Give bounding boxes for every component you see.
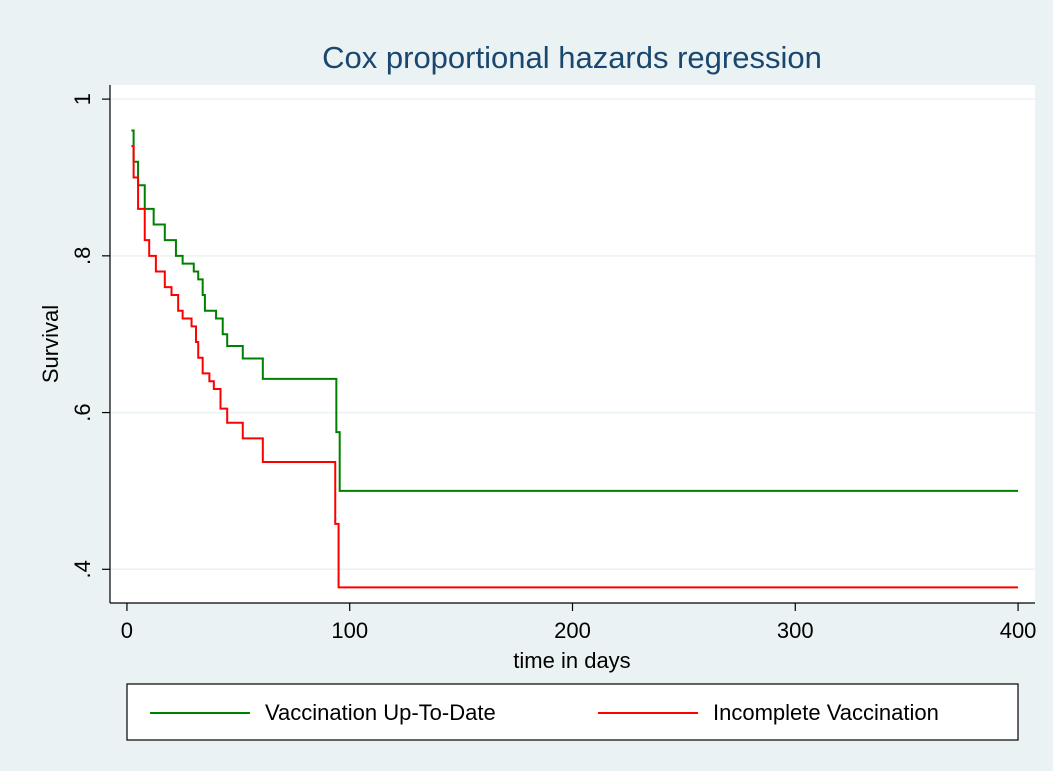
y-axis-label: Survival bbox=[38, 305, 63, 383]
plot-area bbox=[110, 85, 1035, 603]
legend-label: Incomplete Vaccination bbox=[713, 700, 939, 725]
series-line bbox=[131, 129, 1019, 492]
legend-label: Vaccination Up-To-Date bbox=[265, 700, 496, 725]
x-tick-label: 400 bbox=[1000, 618, 1037, 643]
x-tick-label: 0 bbox=[121, 618, 133, 643]
y-tick-label: .8 bbox=[70, 247, 95, 265]
x-tick-label: 200 bbox=[554, 618, 591, 643]
y-tick-label: .6 bbox=[70, 403, 95, 421]
y-tick-label: 1 bbox=[70, 93, 95, 105]
y-tick-label: .4 bbox=[70, 560, 95, 578]
x-tick-label: 300 bbox=[777, 618, 814, 643]
x-axis-label: time in days bbox=[513, 648, 630, 673]
legend bbox=[126, 683, 1019, 741]
chart-title: Cox proportional hazards regression bbox=[322, 40, 822, 75]
series-line bbox=[131, 145, 1019, 589]
x-tick-label: 100 bbox=[331, 618, 368, 643]
